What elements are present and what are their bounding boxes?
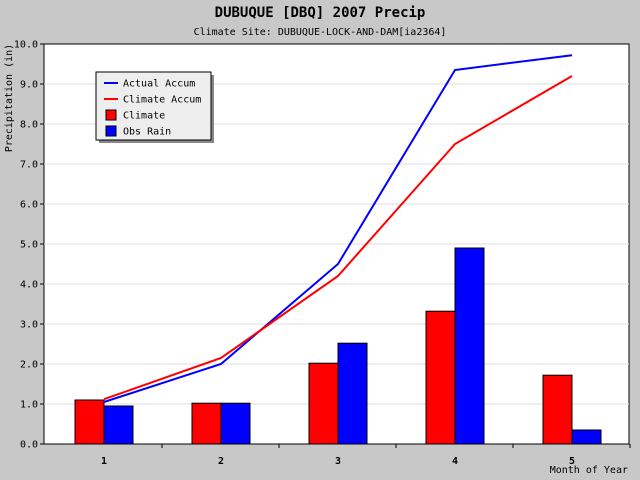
legend-swatch xyxy=(105,125,117,137)
bar-climate xyxy=(542,374,573,445)
y-tick-label: 8.0 xyxy=(20,120,38,131)
x-axis-label: Month of Year xyxy=(550,465,628,476)
bar-obs-rain xyxy=(220,402,251,445)
y-tick-label: 10.0 xyxy=(14,40,38,51)
x-tick-label: 4 xyxy=(452,456,458,467)
y-tick-label: 5.0 xyxy=(20,240,38,251)
bar-obs-rain xyxy=(454,247,485,445)
y-tick-label: 4.0 xyxy=(20,280,38,291)
y-tick-label: 6.0 xyxy=(20,200,38,211)
chart-title: DUBUQUE [DBQ] 2007 Precip xyxy=(215,5,426,21)
x-tick-label: 2 xyxy=(218,456,224,467)
bar-climate xyxy=(308,362,339,445)
legend-label: Climate xyxy=(123,111,165,122)
x-tick-label: 1 xyxy=(101,456,107,467)
legend-label: Climate Accum xyxy=(123,95,201,106)
x-tick-label: 3 xyxy=(335,456,341,467)
chart-subtitle: Climate Site: DUBUQUE-LOCK-AND-DAM[ia236… xyxy=(194,27,447,38)
accum-lines xyxy=(103,54,573,403)
y-tick-label: 0.0 xyxy=(20,440,38,451)
y-tick-label: 7.0 xyxy=(20,160,38,171)
bars xyxy=(74,247,602,445)
y-axis-label: Precipitation (in) xyxy=(4,44,15,152)
bar-obs-rain xyxy=(337,342,368,445)
y-tick-label: 2.0 xyxy=(20,360,38,371)
legend-label: Actual Accum xyxy=(123,79,195,90)
y-tick-label: 3.0 xyxy=(20,320,38,331)
bar-obs-rain xyxy=(571,429,602,445)
legend: Actual Accum Climate Accum Climate Obs Rain xyxy=(95,71,214,143)
gridlines xyxy=(44,83,629,405)
line-actual-accum xyxy=(103,54,573,403)
legend-label: Obs Rain xyxy=(123,127,171,138)
bar-climate xyxy=(74,399,105,445)
x-axis-ticks: 1 2 3 4 5 xyxy=(101,444,631,467)
legend-swatch xyxy=(105,109,117,121)
bar-climate xyxy=(191,402,222,445)
line-climate-accum xyxy=(103,75,573,401)
y-tick-label: 9.0 xyxy=(20,80,38,91)
bar-obs-rain xyxy=(103,405,134,445)
bar-climate xyxy=(425,310,456,445)
y-tick-label: 1.0 xyxy=(20,400,38,411)
y-axis-ticks: 0.0 1.0 2.0 3.0 4.0 5.0 6.0 7.0 8.0 9.0 10.0 xyxy=(14,40,44,451)
x-tick-label: 5 xyxy=(569,456,575,467)
